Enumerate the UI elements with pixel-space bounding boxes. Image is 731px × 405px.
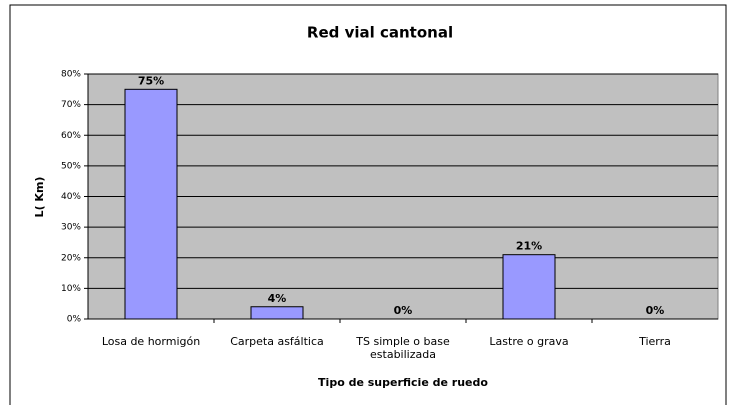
data-label: 21% bbox=[516, 240, 542, 253]
x-tick-label: Tierra bbox=[639, 335, 671, 348]
y-axis-label: L( Km) bbox=[33, 177, 46, 218]
x-tick-label: Carpeta asfáltica bbox=[230, 335, 324, 348]
y-tick-label: 70% bbox=[61, 100, 81, 110]
y-tick-label: 40% bbox=[61, 192, 81, 202]
chart-title: Red vial cantonal bbox=[307, 24, 453, 42]
bar bbox=[124, 88, 178, 320]
y-tick-label: 30% bbox=[61, 223, 81, 233]
data-label: 4% bbox=[268, 292, 287, 305]
data-label: 0% bbox=[646, 304, 665, 317]
bar bbox=[502, 254, 556, 320]
y-tick-label: 80% bbox=[61, 70, 81, 80]
x-axis-label: Tipo de superficie de ruedo bbox=[318, 376, 488, 389]
data-label: 75% bbox=[138, 74, 164, 87]
x-tick-label: TS simple o base estabilizada bbox=[356, 335, 450, 361]
x-tick-label: Lastre o grava bbox=[489, 335, 569, 348]
y-tick-label: 10% bbox=[61, 284, 81, 294]
y-tick-label: 60% bbox=[61, 131, 81, 141]
x-tick-label: Losa de hormigón bbox=[101, 335, 201, 348]
y-tick-label: 20% bbox=[61, 253, 81, 263]
bar bbox=[250, 306, 304, 320]
y-tick-label: 50% bbox=[61, 161, 81, 171]
y-tick-label: 0% bbox=[67, 315, 82, 325]
data-label: 0% bbox=[394, 304, 413, 317]
